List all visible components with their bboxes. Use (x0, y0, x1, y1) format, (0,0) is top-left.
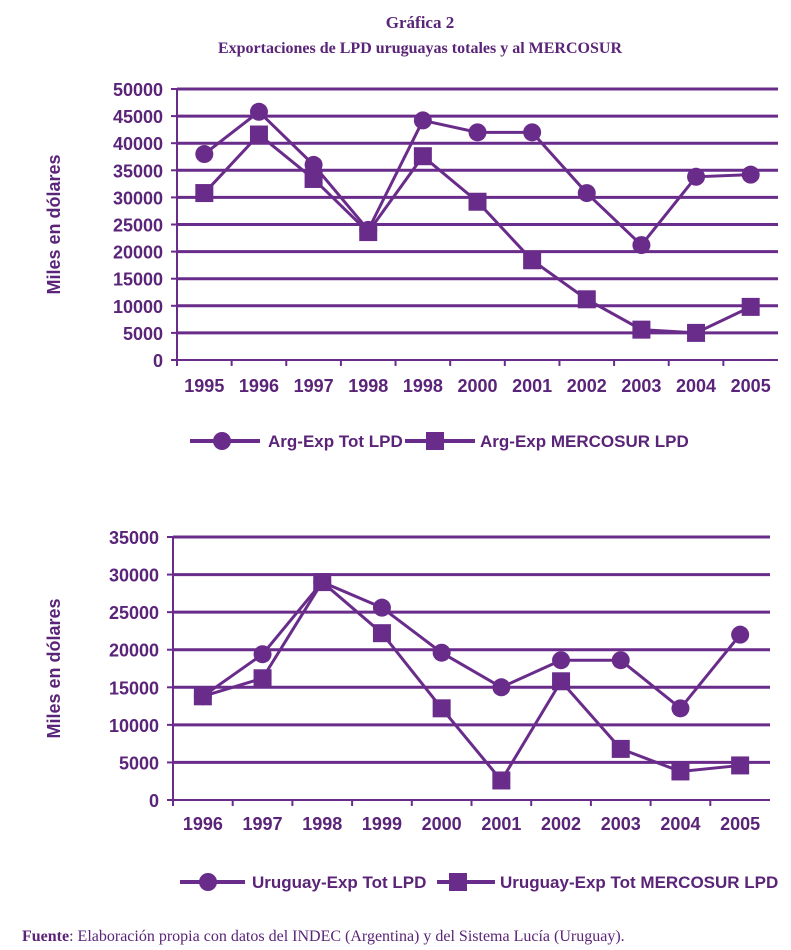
legend-marker (449, 873, 467, 891)
y-tick-label: 15000 (113, 270, 163, 290)
y-tick-label: 15000 (109, 678, 159, 698)
y-tick-label: 50000 (113, 80, 163, 100)
data-point (413, 111, 432, 130)
legend-marker (199, 873, 217, 891)
data-point (687, 323, 706, 342)
series-line (201, 580, 742, 711)
x-tick-label: 1997 (294, 376, 334, 396)
y-tick-label: 25000 (109, 603, 159, 623)
data-point (372, 624, 391, 643)
y-axis-label: Miles en dólares (44, 598, 64, 738)
data-point (741, 297, 760, 316)
y-tick-label: 5000 (123, 324, 163, 344)
y-tick-label: 35000 (109, 528, 159, 548)
y-tick-label: 20000 (113, 243, 163, 263)
data-point (413, 147, 432, 166)
data-point (731, 625, 750, 644)
x-tick-label: 2005 (720, 814, 760, 834)
source-label: Fuente (22, 928, 69, 945)
series-line (203, 132, 752, 335)
data-point (195, 184, 214, 203)
legend-label: Arg-Exp MERCOSUR LPD (480, 432, 689, 451)
y-tick-label: 35000 (113, 161, 163, 181)
data-point (253, 669, 272, 688)
data-point (468, 123, 487, 142)
data-point (432, 699, 451, 718)
x-tick-label: 1996 (183, 814, 223, 834)
legend-label: Uruguay-Exp Tot MERCOSUR LPD (500, 873, 778, 892)
data-point (372, 598, 391, 617)
legend-marker (213, 432, 231, 450)
data-point (577, 290, 596, 309)
data-point (195, 145, 214, 164)
data-point (249, 125, 268, 144)
data-point (632, 320, 651, 339)
data-point (468, 192, 487, 211)
source-text: : Elaboración propia con datos del INDEC… (69, 928, 625, 945)
x-tick-label: 1998 (403, 376, 443, 396)
legend-label: Uruguay-Exp Tot LPD (252, 873, 426, 892)
y-axis-label: Miles en dólares (44, 154, 64, 294)
legend-marker (426, 432, 444, 450)
data-point (313, 573, 332, 592)
x-tick-label: 2004 (676, 376, 716, 396)
y-tick-label: 20000 (109, 641, 159, 661)
y-tick-label: 10000 (113, 297, 163, 317)
x-tick-label: 2001 (512, 376, 552, 396)
data-point (432, 643, 451, 662)
x-tick-label: 1995 (184, 376, 224, 396)
data-point (687, 167, 706, 186)
x-tick-label: 2004 (660, 814, 700, 834)
data-point (523, 251, 542, 270)
source-note: Fuente: Elaboración propia con datos del… (22, 928, 625, 945)
x-tick-label: 1998 (302, 814, 342, 834)
page-subtitle: Exportaciones de LPD uruguayas totales y… (218, 40, 622, 57)
x-tick-label: 2005 (731, 376, 771, 396)
data-point (632, 236, 651, 255)
x-tick-label: 1999 (362, 814, 402, 834)
y-tick-label: 5000 (119, 753, 159, 773)
data-point (492, 771, 511, 790)
data-point (731, 756, 750, 775)
x-tick-label: 2000 (457, 376, 497, 396)
legend-label: Arg-Exp Tot LPD (268, 432, 403, 451)
page-title: Gráfica 2 (386, 13, 454, 32)
data-point (253, 645, 272, 664)
series-line (202, 579, 741, 784)
y-tick-label: 40000 (113, 134, 163, 154)
x-tick-label: 2000 (422, 814, 462, 834)
data-point (304, 155, 323, 174)
y-tick-label: 0 (149, 791, 159, 811)
y-tick-label: 10000 (109, 716, 159, 736)
data-point (193, 687, 212, 706)
data-point (492, 678, 511, 697)
data-point (552, 651, 571, 670)
data-point (359, 223, 378, 242)
y-tick-label: 0 (153, 351, 163, 371)
data-point (671, 762, 690, 781)
x-tick-label: 1996 (239, 376, 279, 396)
y-tick-label: 30000 (113, 188, 163, 208)
x-tick-label: 1997 (243, 814, 283, 834)
data-point (611, 651, 630, 670)
data-point (249, 102, 268, 121)
data-point (304, 169, 323, 188)
x-tick-label: 2002 (541, 814, 581, 834)
data-point (523, 123, 542, 142)
x-tick-label: 2002 (567, 376, 607, 396)
x-tick-label: 2003 (621, 376, 661, 396)
y-tick-label: 25000 (113, 216, 163, 236)
data-point (611, 739, 630, 758)
data-point (671, 699, 690, 718)
data-point (577, 184, 596, 203)
x-tick-label: 2003 (601, 814, 641, 834)
data-point (741, 165, 760, 184)
y-tick-label: 45000 (113, 107, 163, 127)
data-point (552, 672, 571, 691)
x-tick-label: 1998 (348, 376, 388, 396)
x-tick-label: 2001 (481, 814, 521, 834)
y-tick-label: 30000 (109, 566, 159, 586)
